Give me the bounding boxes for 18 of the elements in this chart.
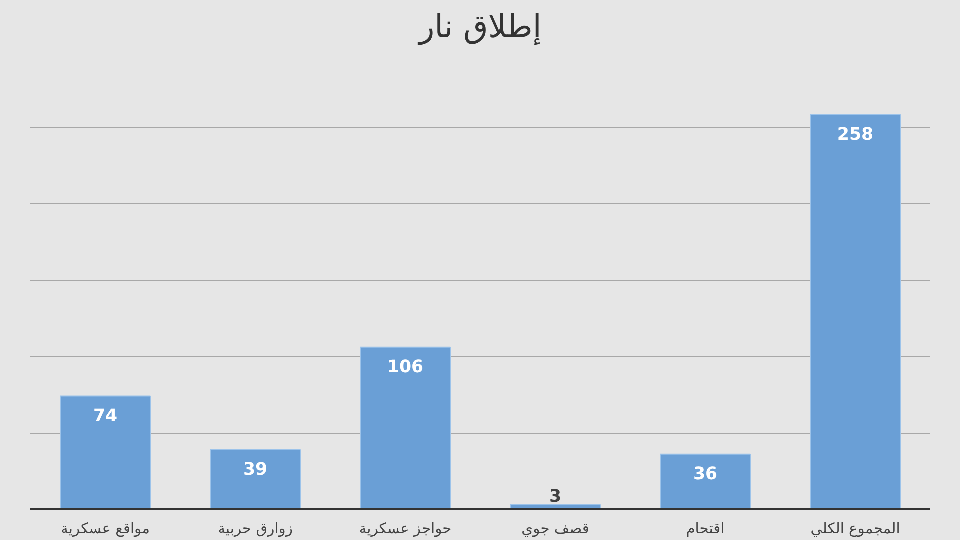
bar [360, 346, 451, 510]
x-tick-label: قصف جوي [522, 520, 590, 538]
bar [60, 396, 151, 510]
data-label: 36 [693, 464, 718, 484]
x-tick-label: اقتحام [686, 520, 725, 538]
x-tick-label: زوارق حربية [218, 520, 293, 538]
data-label: 74 [93, 406, 118, 426]
data-label: 3 [549, 486, 562, 507]
chart-title: إطلاق نار [417, 8, 542, 46]
data-label: 258 [837, 124, 874, 145]
data-label: 106 [387, 357, 424, 378]
bar [210, 449, 301, 510]
x-tick-label: مواقع عسكرية [61, 520, 150, 538]
bar [660, 454, 751, 510]
data-label: 39 [243, 460, 268, 480]
x-tick-label: المجموع الكلي [810, 520, 900, 538]
x-tick-label: حواجز عسكرية [359, 520, 452, 538]
bar [810, 114, 901, 510]
